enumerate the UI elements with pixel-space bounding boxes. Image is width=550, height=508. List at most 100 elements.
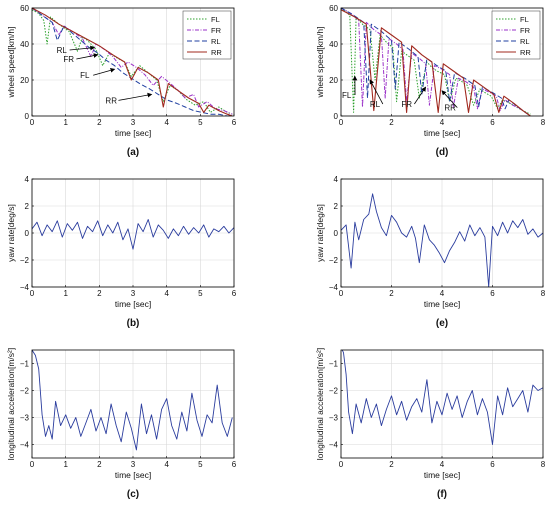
annotation-rl: RL bbox=[369, 79, 384, 109]
y-tick-label: −3 bbox=[329, 414, 339, 423]
legend-label-fr: FR bbox=[211, 26, 222, 35]
x-tick-label: 0 bbox=[339, 289, 344, 298]
annotation-arrow bbox=[93, 67, 116, 76]
x-tick-label: 4 bbox=[164, 289, 169, 298]
annotation-rr: RR bbox=[105, 92, 153, 105]
legend-label-fl: FL bbox=[211, 15, 220, 24]
y-tick-label: −3 bbox=[20, 414, 30, 423]
x-tick-label: 8 bbox=[541, 289, 546, 298]
x-tick-label: 6 bbox=[232, 118, 237, 127]
series-line-fr bbox=[341, 8, 529, 115]
legend-label-fr: FR bbox=[520, 26, 531, 35]
x-tick-label: 2 bbox=[389, 289, 394, 298]
y-tick-label: 0 bbox=[334, 112, 339, 121]
x-tick-label: 0 bbox=[30, 118, 35, 127]
y-tick-label: 4 bbox=[25, 175, 30, 184]
annotation-rl: RL bbox=[57, 45, 96, 55]
x-tick-label: 1 bbox=[63, 289, 68, 298]
series-line-signal bbox=[32, 219, 234, 250]
annotation-arrow bbox=[118, 92, 153, 101]
x-tick-label: 0 bbox=[30, 460, 35, 469]
x-tick-label: 6 bbox=[490, 460, 495, 469]
y-tick-label: −2 bbox=[20, 256, 30, 265]
x-axis-label: time [sec] bbox=[115, 128, 151, 138]
x-tick-label: 4 bbox=[164, 118, 169, 127]
x-tick-label: 8 bbox=[541, 118, 546, 127]
x-tick-label: 2 bbox=[389, 118, 394, 127]
x-tick-label: 5 bbox=[198, 460, 203, 469]
y-tick-label: 20 bbox=[20, 76, 29, 85]
annotation-label: FR bbox=[63, 55, 74, 64]
y-tick-label: 4 bbox=[334, 175, 339, 184]
x-axis-label: time [sec] bbox=[424, 299, 460, 309]
x-tick-label: 4 bbox=[440, 289, 445, 298]
panel-label-a: (a) bbox=[127, 147, 139, 158]
legend-label-rr: RR bbox=[520, 48, 531, 57]
x-axis-label: time [sec] bbox=[424, 470, 460, 480]
x-tick-label: 2 bbox=[97, 118, 102, 127]
annotation-arrow bbox=[441, 90, 458, 108]
y-tick-label: 0 bbox=[334, 229, 339, 238]
y-tick-label: −2 bbox=[329, 256, 339, 265]
y-tick-label: 60 bbox=[329, 4, 338, 13]
x-tick-label: 5 bbox=[198, 118, 203, 127]
y-axis-label: yaw rate[deg/s] bbox=[315, 204, 325, 262]
y-tick-label: −1 bbox=[329, 360, 339, 369]
panel-label-b: (b) bbox=[127, 318, 140, 329]
annotation-arrow bbox=[414, 86, 427, 105]
x-axis-label: time [sec] bbox=[115, 299, 151, 309]
y-tick-label: −4 bbox=[20, 441, 30, 450]
y-tick-label: 20 bbox=[329, 76, 338, 85]
panel-label-d: (d) bbox=[436, 147, 449, 158]
x-tick-label: 8 bbox=[541, 460, 546, 469]
series-line-rl bbox=[32, 8, 233, 116]
y-tick-label: −2 bbox=[329, 387, 339, 396]
annotation-label: FL bbox=[342, 91, 352, 100]
x-tick-label: 6 bbox=[490, 289, 495, 298]
x-axis-label: time [sec] bbox=[115, 470, 151, 480]
y-tick-label: −1 bbox=[20, 360, 30, 369]
x-tick-label: 1 bbox=[63, 118, 68, 127]
x-tick-label: 0 bbox=[30, 289, 35, 298]
x-tick-label: 0 bbox=[339, 460, 344, 469]
annotation-label: FL bbox=[80, 71, 90, 80]
y-tick-label: 40 bbox=[20, 40, 29, 49]
annotation-arrow bbox=[69, 45, 96, 51]
x-tick-label: 2 bbox=[389, 460, 394, 469]
annotation-arrow bbox=[369, 79, 384, 105]
annotation-label: RR bbox=[444, 104, 456, 113]
y-tick-label: 40 bbox=[329, 40, 338, 49]
series-line-rr bbox=[341, 9, 531, 116]
x-tick-label: 6 bbox=[490, 118, 495, 127]
y-tick-label: 2 bbox=[334, 202, 339, 211]
panel-label-f: (f) bbox=[437, 489, 447, 500]
y-tick-label: 0 bbox=[25, 229, 30, 238]
y-tick-label: 0 bbox=[25, 112, 30, 121]
x-tick-label: 4 bbox=[440, 118, 445, 127]
annotation-rr: RR bbox=[441, 90, 458, 113]
annotation-label: RL bbox=[57, 46, 68, 55]
series-line-rl bbox=[341, 8, 529, 115]
chart-panel-c: 0 1 2 3 4 5 6 −4 −3 −2 −1 time [sec] longitudinal ac… bbox=[6, 348, 237, 500]
series-line-signal bbox=[341, 193, 543, 287]
legend-label-rl: RL bbox=[211, 37, 221, 46]
y-axis-label: wheel speed[km/h] bbox=[6, 27, 16, 99]
x-tick-label: 0 bbox=[339, 118, 344, 127]
x-tick-label: 5 bbox=[198, 289, 203, 298]
legend-label-fl: FL bbox=[520, 15, 529, 24]
y-tick-label: 60 bbox=[20, 4, 29, 13]
series-line-rr bbox=[32, 8, 233, 116]
x-tick-label: 4 bbox=[164, 460, 169, 469]
y-axis-label: yaw rate[deg/s] bbox=[6, 204, 16, 262]
y-axis-label: longitudinal acceleration[m/s²] bbox=[6, 348, 16, 460]
x-tick-label: 4 bbox=[440, 460, 445, 469]
chart-panel-d: 0 2 4 6 8 0 20 40 60 time [sec] wheel speed[km/h] F… bbox=[315, 4, 546, 158]
y-axis-label: wheel speed[km/h] bbox=[315, 27, 325, 99]
chart-panel-f: 0 2 4 6 8 −4 −3 −2 −1 time [sec] longitudinal acce… bbox=[315, 348, 546, 500]
y-tick-label: −2 bbox=[20, 387, 30, 396]
y-axis-label: longitudinal acceleration[m/s²] bbox=[315, 348, 325, 460]
x-axis-label: time [sec] bbox=[424, 128, 460, 138]
annotation-fr: FR bbox=[401, 86, 427, 109]
